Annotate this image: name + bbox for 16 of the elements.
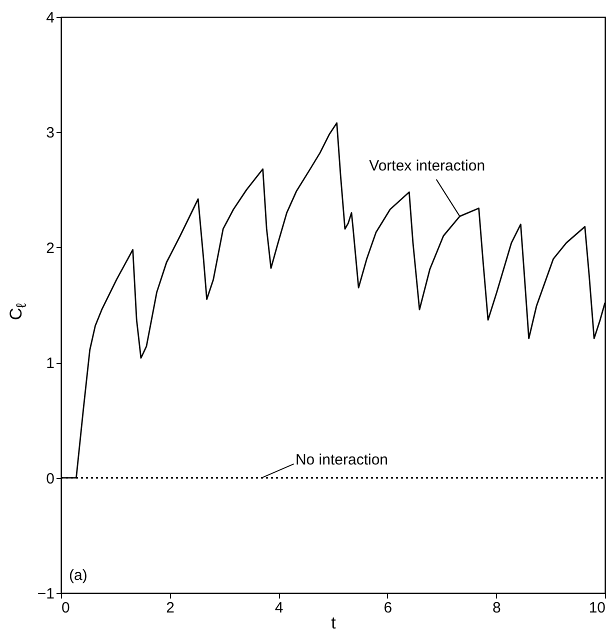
x-axis-title: t: [331, 614, 336, 632]
annotation: No interaction: [295, 451, 388, 468]
y-tick-label: 1: [46, 355, 54, 372]
annotation: Vortex interaction: [369, 158, 486, 175]
x-tick-label: 6: [384, 600, 392, 616]
annotation: (a): [69, 567, 88, 584]
y-tick-label: 4: [46, 10, 54, 26]
y-tick-label: 0: [46, 470, 54, 488]
y-tick-label: 3: [46, 124, 54, 142]
x-tick-label: 4: [274, 600, 284, 616]
x-tick-label: 8: [492, 600, 501, 616]
x-tick-label: 10: [588, 600, 606, 616]
x-tick-label: 2: [166, 600, 174, 616]
x-tick-label: 0: [62, 600, 70, 616]
y-tick-label: −1: [37, 586, 54, 602]
y-tick-label: 2: [46, 240, 54, 257]
